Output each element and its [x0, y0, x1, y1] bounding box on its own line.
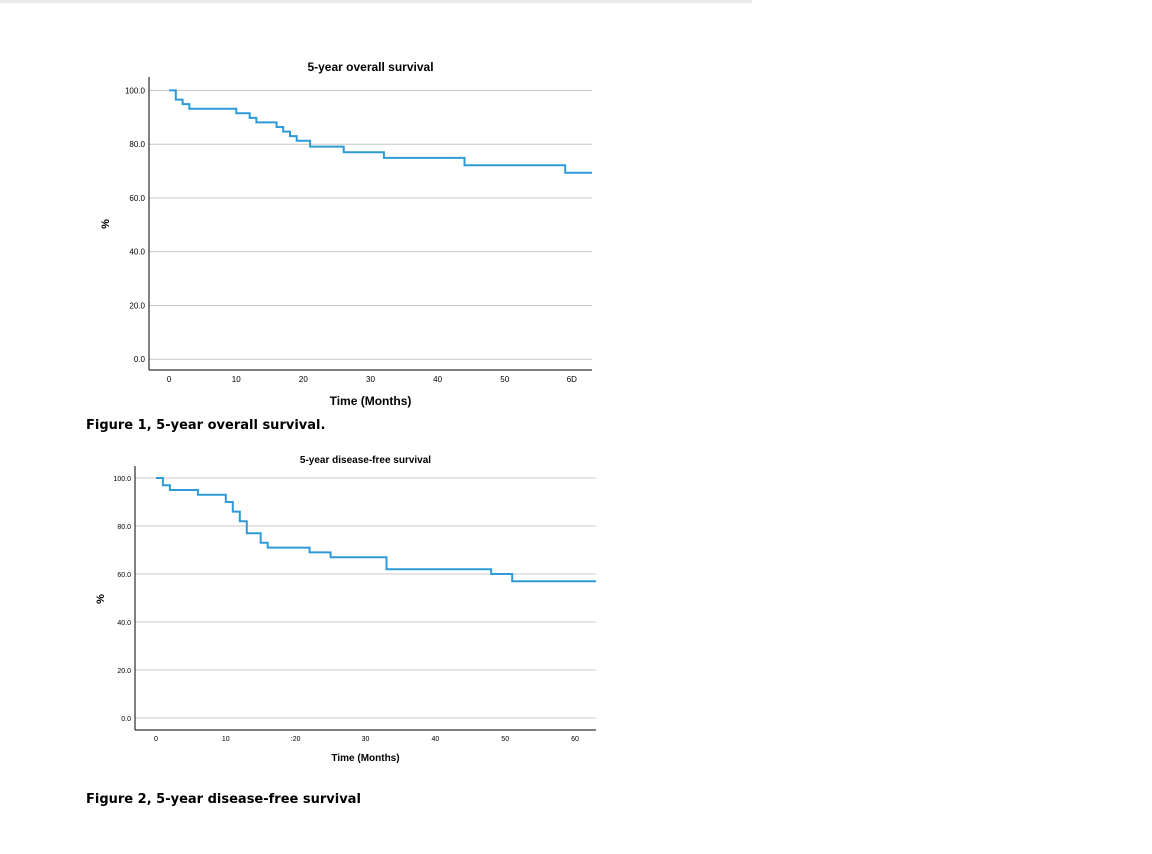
y-tick-label: 40.0	[117, 620, 131, 627]
y-tick-label: 60.0	[129, 194, 145, 203]
y-axis-label: %	[100, 219, 112, 229]
x-tick-label: 50	[501, 736, 509, 743]
page-top-border	[0, 0, 752, 3]
y-tick-label: 80.0	[129, 140, 145, 149]
x-axis-label: Time (Months)	[330, 394, 412, 408]
x-tick-label: 30	[362, 736, 370, 743]
chart-title: 5-year disease-free survival	[300, 455, 431, 466]
x-tick-label: 10	[232, 375, 241, 384]
y-tick-label: 100.0	[125, 86, 146, 95]
chart-2: 0.0 20.0 40.0 60.0 80.0 100.0 0 10 :20 30 40 50 60 5-…	[95, 455, 596, 764]
y-tick-label: 20.0	[117, 668, 131, 675]
x-tick-label: :20	[291, 736, 301, 743]
y-tick-label: 0.0	[134, 355, 146, 364]
figure-1-caption: Figure 1, 5-year overall survival.	[86, 418, 326, 433]
y-axis-label: %	[95, 594, 107, 604]
survival-curve	[169, 89, 592, 174]
x-tick-label: 10	[222, 736, 230, 743]
y-tick-label: 20.0	[129, 301, 145, 310]
survival-curve	[156, 477, 596, 583]
x-tick-label: 6D	[567, 375, 577, 384]
x-tick-label: 20	[299, 375, 308, 384]
y-tick-label: 60.0	[117, 572, 131, 579]
x-tick-label: 40	[433, 375, 442, 384]
x-tick-label: 40	[431, 736, 439, 743]
chart-1: 0.0 20.0 40.0 60.0 80.0 100.0 0 10 20 30 40 50 6D 5-y…	[100, 60, 592, 408]
chart-title: 5-year overall survival	[307, 60, 433, 74]
y-tick-label: 80.0	[117, 524, 131, 531]
figure-2-caption: Figure 2, 5-year disease-free survival	[86, 792, 361, 807]
x-tick-label: 30	[366, 375, 375, 384]
x-tick-label: 0	[167, 375, 172, 384]
y-tick-label: 0.0	[121, 716, 131, 723]
y-tick-label: 100.0	[113, 476, 131, 483]
y-tick-label: 40.0	[129, 248, 145, 257]
x-tick-label: 60	[571, 736, 579, 743]
x-axis-label: Time (Months)	[331, 753, 399, 764]
x-tick-label: 50	[500, 375, 509, 384]
x-tick-label: 0	[154, 736, 158, 743]
